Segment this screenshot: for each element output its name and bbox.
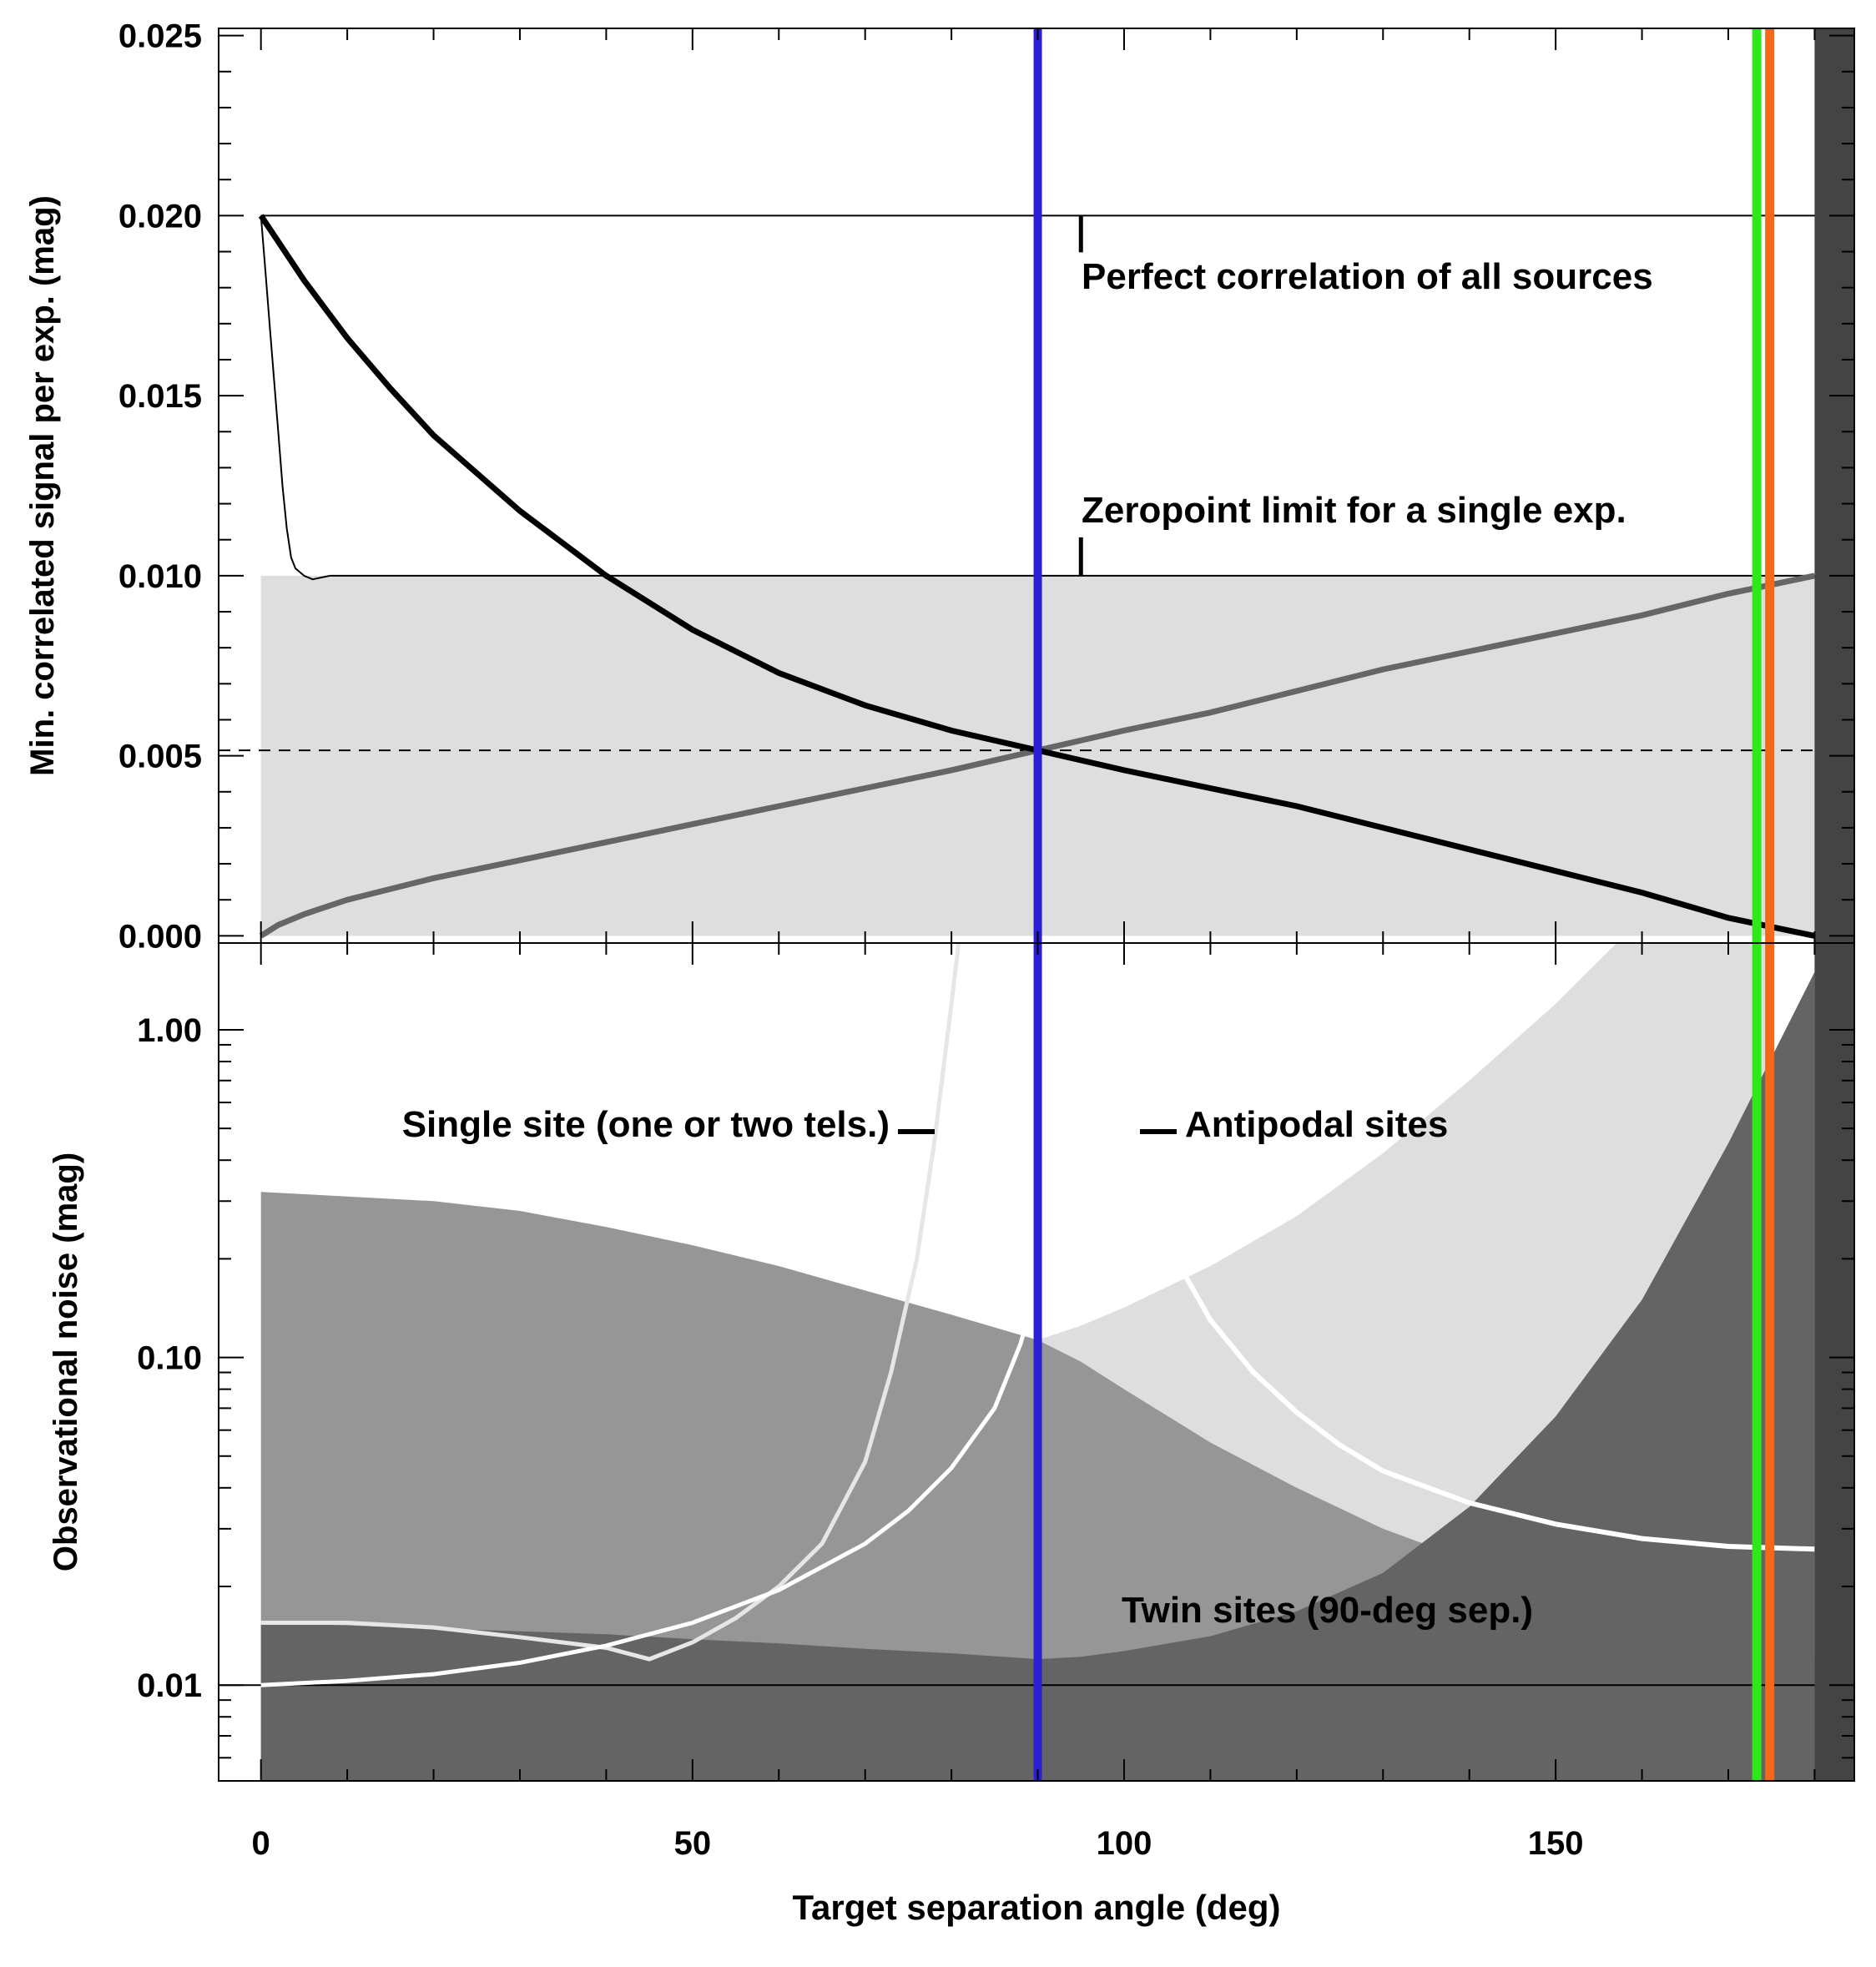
curve-single-site-white [260,1281,1041,1687]
x-tick-label-0: 0 [252,1825,270,1862]
annotation-twin-sites: Twin sites (90-deg sep.) [1122,1590,1533,1631]
bottom-y-tick-labels: 0.01 0.10 1.00 [137,1012,202,1704]
x-tick-label-2: 100 [1097,1825,1152,1862]
y-tick-label-top-4: 0.020 [119,198,202,235]
y-tick-label-bottom-2: 1.00 [137,1012,202,1049]
top-y-tick-labels: 0.000 0.005 0.010 0.015 0.020 0.025 [119,18,202,956]
y-tick-label-bottom-0: 0.01 [137,1667,202,1704]
tick-marks [219,28,1854,1781]
area-twin-sites [260,971,1815,1781]
curve-single-site-light [260,943,961,1662]
y-tick-label-top-1: 0.005 [119,739,202,775]
x-axis-label: Target separation angle (deg) [793,1888,1281,1927]
y-tick-label-bottom-1: 0.10 [137,1340,202,1377]
curve-signal-decreasing [258,214,1816,939]
y-tick-label-top-3: 0.015 [119,378,202,415]
annotation-zeropoint-limit: Zeropoint limit for a single exp. [1082,490,1626,531]
annotation-antipodal-sites: Antipodal sites [1185,1104,1448,1145]
annotation-single-site: Single site (one or two tels.) [402,1104,890,1145]
bottom-y-axis-label: Observational noise (mag) [48,1152,84,1571]
bottom-panel-frame [218,942,1855,1782]
curve-antipodal-sites [1088,943,1815,1552]
curve-thin-decay [260,215,330,581]
top-y-axis-label: Min. correlated signal per exp. (mag) [24,195,61,776]
y-tick-label-top-2: 0.010 [119,558,202,595]
excluded-band [1814,28,1854,1781]
y-tick-label-top-0: 0.000 [119,918,202,955]
y-tick-label-top-5: 0.025 [119,18,202,55]
curve-signal-increasing [259,572,1816,939]
x-tick-labels: 0 50 100 150 [252,1825,1584,1862]
x-tick-label-1: 50 [674,1825,712,1862]
annotation-perfect-correlation: Perfect correlation of all sources [1082,256,1653,297]
x-tick-label-3: 150 [1528,1825,1584,1862]
